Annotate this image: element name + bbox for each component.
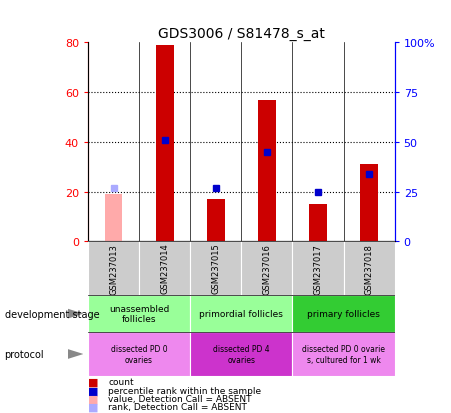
Bar <box>88 332 190 376</box>
Bar <box>139 242 190 295</box>
Text: unassembled
follicles: unassembled follicles <box>109 304 169 323</box>
Bar <box>258 100 276 242</box>
Bar <box>241 242 292 295</box>
Text: GSM237016: GSM237016 <box>262 243 272 294</box>
Text: count: count <box>108 377 134 387</box>
Text: dissected PD 0 ovarie
s, cultured for 1 wk: dissected PD 0 ovarie s, cultured for 1 … <box>302 344 385 364</box>
Text: ■: ■ <box>88 402 98 412</box>
Text: GSM237015: GSM237015 <box>211 243 220 294</box>
Bar <box>156 46 174 242</box>
Bar <box>190 242 241 295</box>
Text: development stage: development stage <box>5 309 99 319</box>
Text: GSM237017: GSM237017 <box>313 243 322 294</box>
Text: GSM237018: GSM237018 <box>364 243 373 294</box>
Text: percentile rank within the sample: percentile rank within the sample <box>108 386 262 395</box>
Bar <box>190 295 292 332</box>
Text: rank, Detection Call = ABSENT: rank, Detection Call = ABSENT <box>108 402 247 411</box>
Text: dissected PD 4
ovaries: dissected PD 4 ovaries <box>213 344 270 364</box>
Text: dissected PD 0
ovaries: dissected PD 0 ovaries <box>111 344 167 364</box>
Text: primary follicles: primary follicles <box>307 309 380 318</box>
Text: primordial follicles: primordial follicles <box>199 309 283 318</box>
Bar <box>88 295 190 332</box>
Text: ■: ■ <box>88 385 98 395</box>
Bar <box>292 332 395 376</box>
Text: ■: ■ <box>88 377 98 387</box>
Polygon shape <box>68 349 83 359</box>
Bar <box>360 165 378 242</box>
Polygon shape <box>68 309 83 319</box>
Bar <box>105 195 122 242</box>
Bar <box>190 332 292 376</box>
Title: GDS3006 / S81478_s_at: GDS3006 / S81478_s_at <box>158 27 325 41</box>
Text: protocol: protocol <box>5 349 44 359</box>
Bar <box>88 242 139 295</box>
Bar <box>309 204 327 242</box>
Text: GSM237013: GSM237013 <box>109 243 118 294</box>
Text: GSM237014: GSM237014 <box>160 243 169 294</box>
Bar <box>292 242 344 295</box>
Bar <box>207 199 225 242</box>
Bar <box>292 295 395 332</box>
Text: value, Detection Call = ABSENT: value, Detection Call = ABSENT <box>108 394 252 403</box>
Bar <box>344 242 395 295</box>
Text: ■: ■ <box>88 394 98 404</box>
